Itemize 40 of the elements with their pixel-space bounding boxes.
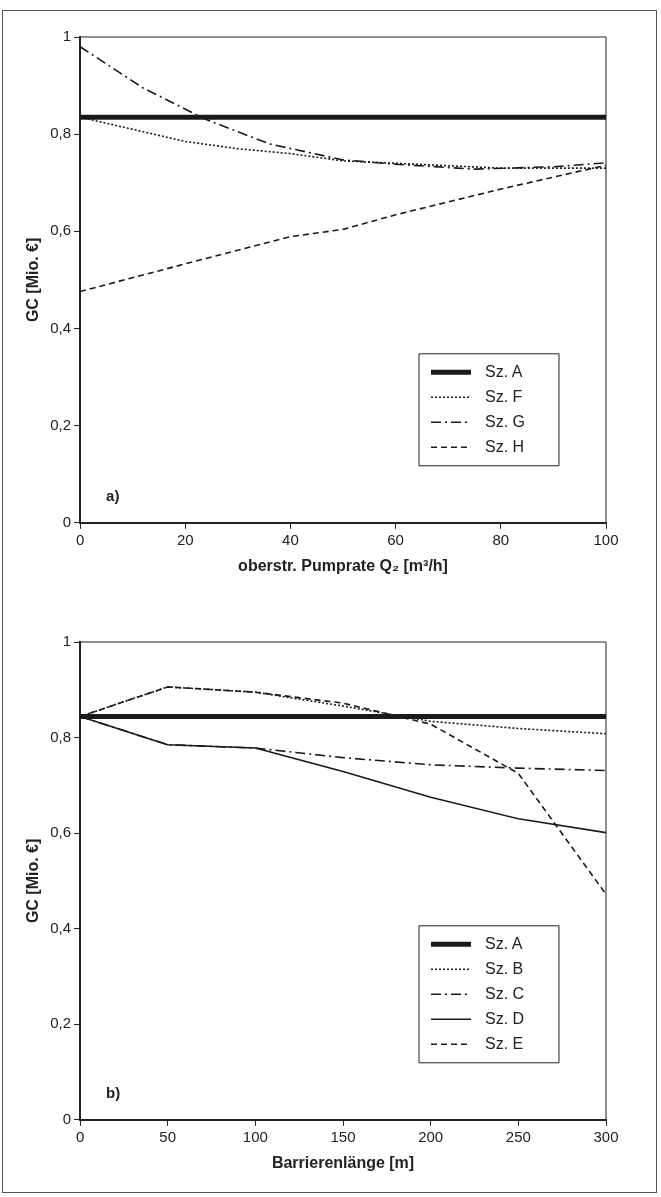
- legend-label: Sz. D: [485, 1009, 525, 1027]
- x-tick-label: 0: [75, 1127, 85, 1145]
- y-axis-title: GC [Mio. €]: [24, 237, 42, 323]
- y-axis-title: GC [Mio. €]: [24, 838, 42, 924]
- legend-label: Sz. E: [485, 1034, 524, 1052]
- x-tick-label: 0: [75, 530, 85, 548]
- legend-label: Sz. A: [485, 362, 523, 380]
- y-tick-label: 0,2: [50, 1014, 72, 1032]
- y-tick-label: 0,2: [50, 415, 72, 433]
- x-tick-label: 250: [505, 1127, 531, 1145]
- y-tick-label: 0,6: [50, 221, 72, 239]
- x-tick-label: 100: [242, 1127, 268, 1145]
- legend-label: Sz. C: [485, 984, 525, 1002]
- x-tick-label: 100: [593, 530, 619, 548]
- y-tick-label: 0,8: [50, 727, 72, 745]
- x-tick-label: 80: [492, 530, 510, 548]
- legend-label: Sz. A: [485, 934, 523, 952]
- y-tick-label: 0,4: [50, 318, 72, 336]
- legend-label: Sz. B: [485, 959, 524, 977]
- y-tick-label: 1: [62, 27, 72, 45]
- x-axis-title: oberstr. Pumprate Q₂ [m³/h]: [238, 556, 448, 574]
- y-tick-label: 1: [62, 632, 72, 650]
- x-tick-label: 40: [282, 530, 299, 548]
- x-axis-title: Barrierenlänge [m]: [271, 1153, 415, 1171]
- x-tick-label: 50: [159, 1127, 177, 1145]
- legend-label: Sz. G: [485, 412, 526, 430]
- y-tick-label: 0: [62, 512, 72, 530]
- x-tick-label: 200: [418, 1127, 444, 1145]
- x-tick-label: 300: [593, 1127, 619, 1145]
- x-tick-label: 20: [176, 530, 194, 548]
- annotation: a): [106, 486, 120, 504]
- annotation: b): [106, 1083, 121, 1101]
- x-tick-label: 150: [330, 1127, 356, 1145]
- legend-label: Sz. F: [485, 387, 523, 405]
- y-tick-label: 0,6: [50, 823, 72, 841]
- x-tick-label: 60: [387, 530, 404, 548]
- y-tick-label: 0,8: [50, 124, 72, 142]
- y-tick-label: 0,4: [50, 918, 72, 936]
- y-tick-label: 0: [62, 1109, 72, 1127]
- legend-label: Sz. H: [485, 437, 525, 455]
